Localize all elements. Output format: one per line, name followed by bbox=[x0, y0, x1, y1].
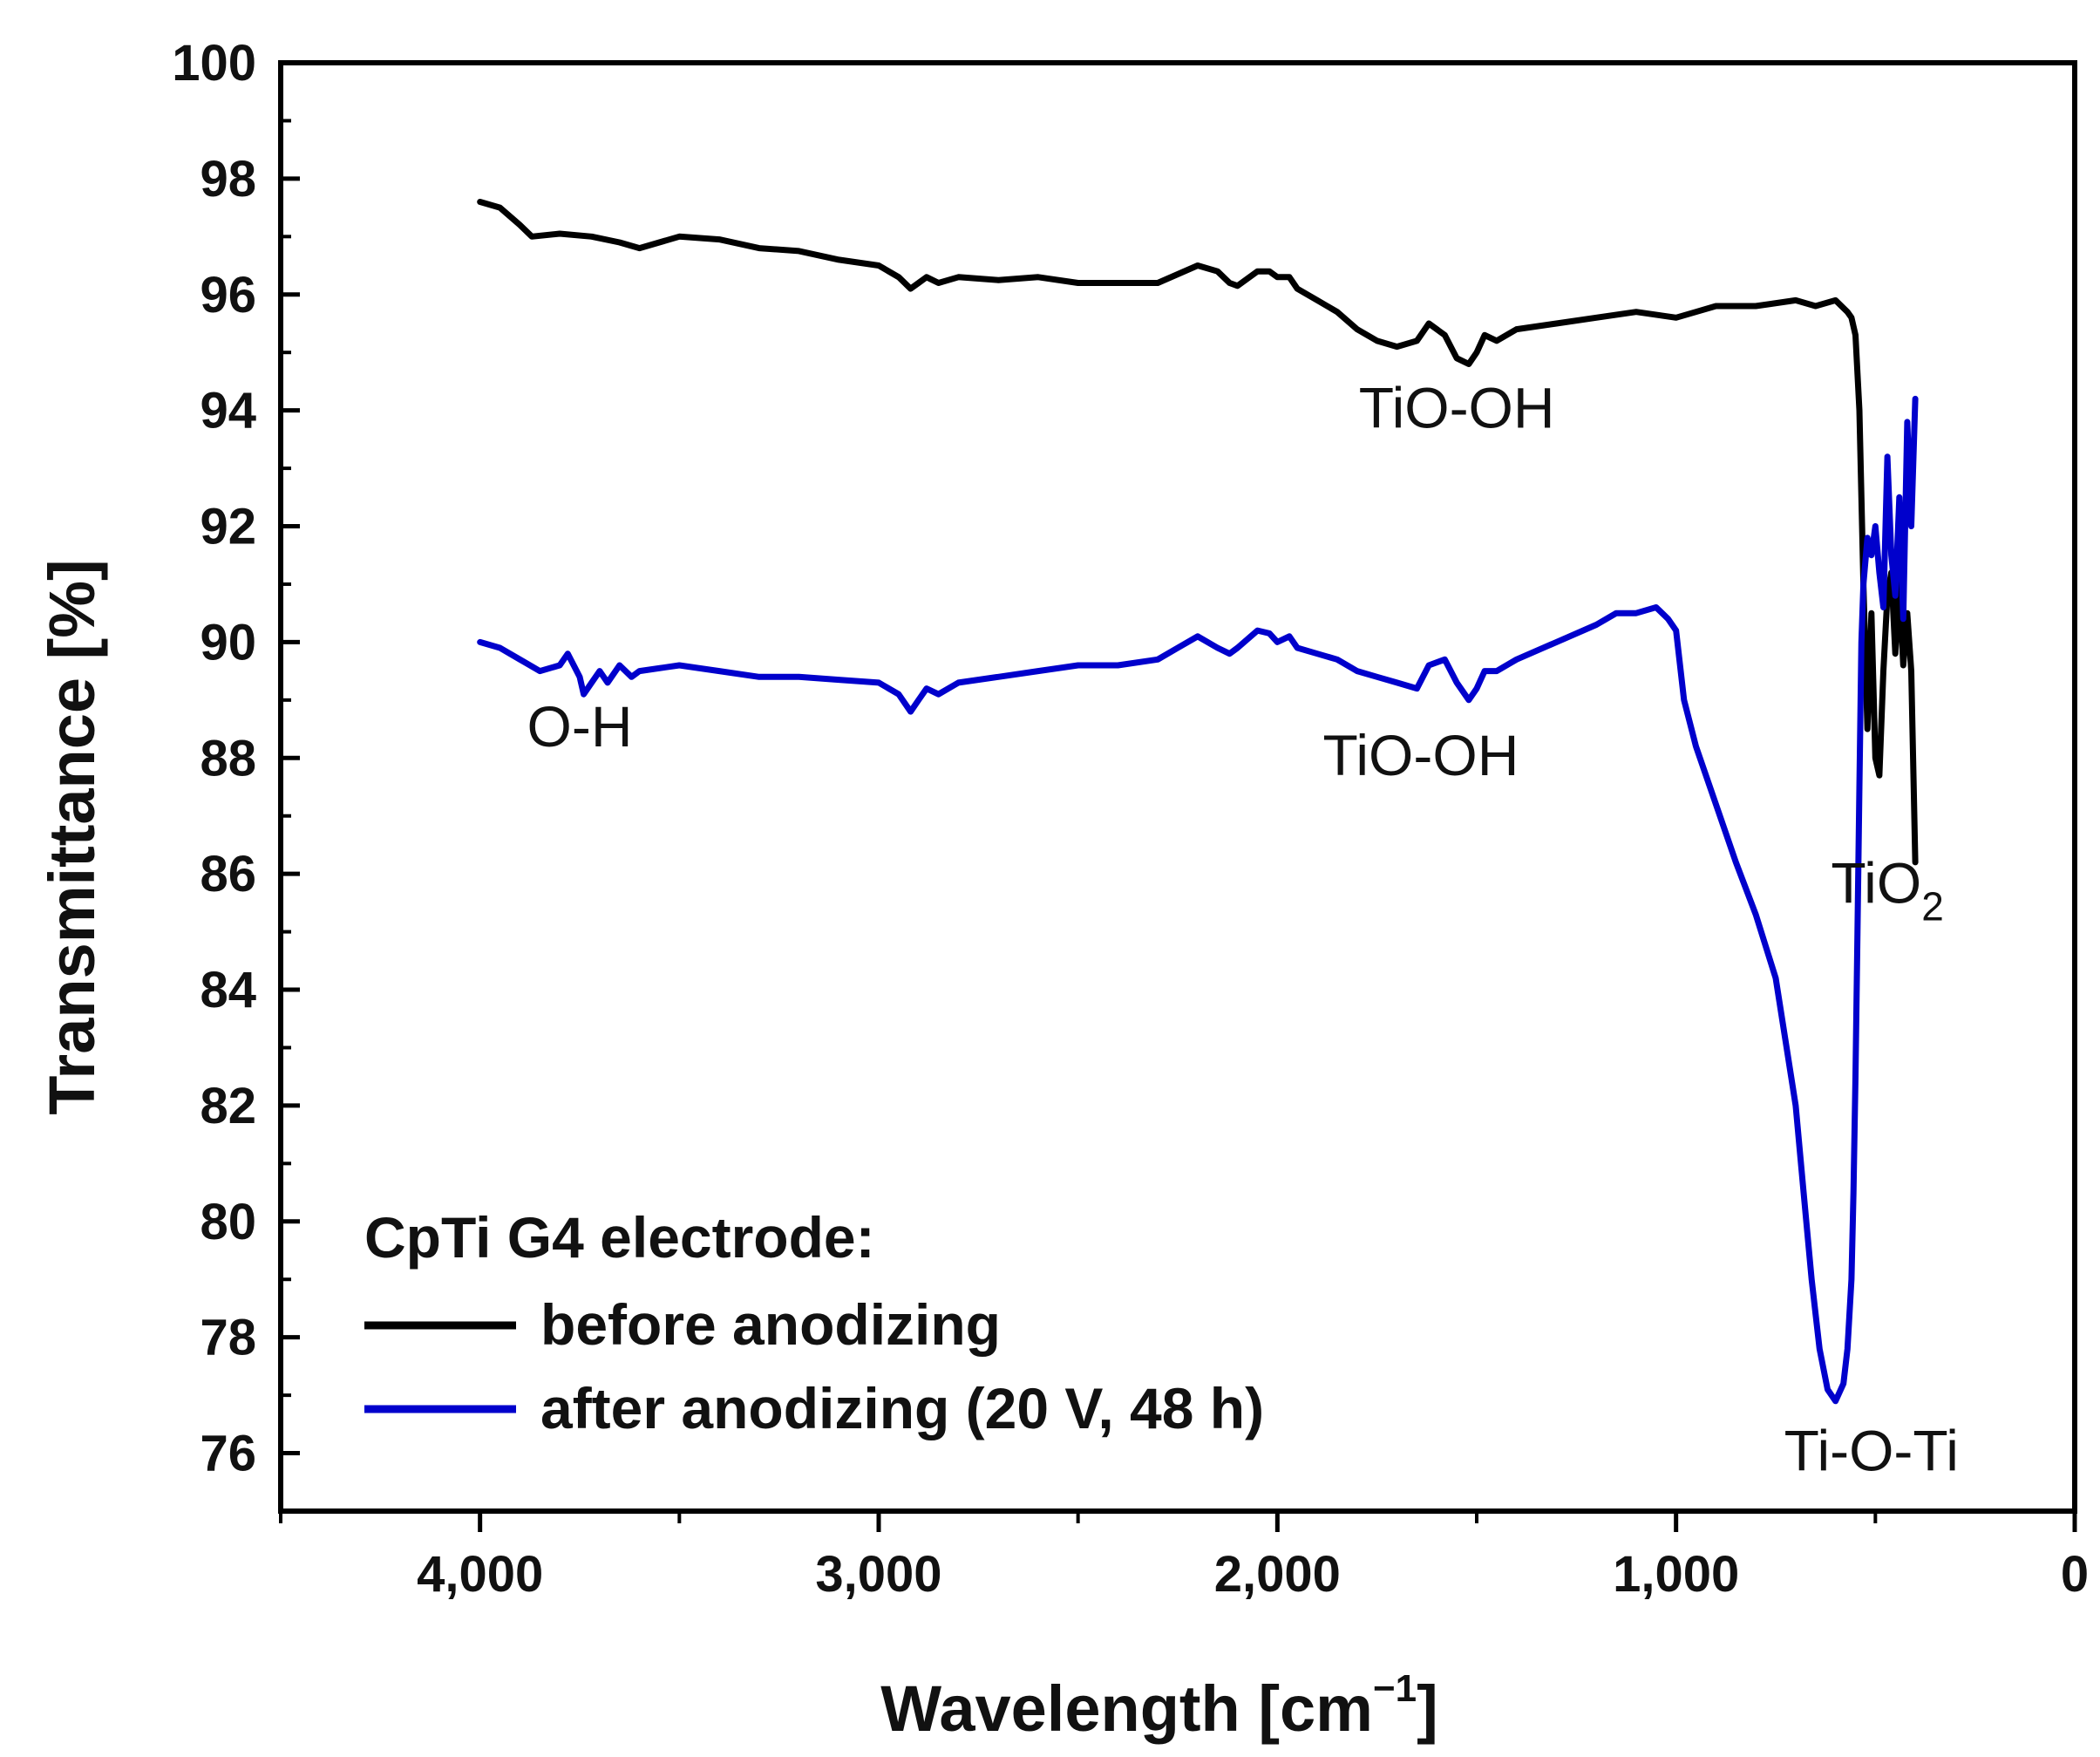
x-axis-title: Wavelength [cm−1] bbox=[880, 1667, 1438, 1745]
annotation-tio2: TiO2 bbox=[1831, 850, 1943, 929]
y-tick-label: 80 bbox=[200, 1194, 256, 1250]
y-tick-label: 88 bbox=[200, 730, 256, 787]
annotation-label: TiO-OH bbox=[1323, 723, 1519, 787]
x-tick-label: 1,000 bbox=[1613, 1546, 1739, 1603]
y-tick-label: 98 bbox=[200, 151, 256, 208]
x-axis-title-end: ] bbox=[1417, 1672, 1438, 1745]
x-axis-title-sup: −1 bbox=[1373, 1667, 1417, 1710]
legend-label-after: after anodizing (20 V, 48 h) bbox=[540, 1376, 1264, 1440]
x-tick-label: 2,000 bbox=[1214, 1546, 1341, 1603]
y-tick-label: 78 bbox=[200, 1310, 256, 1366]
x-axis-title-main: Wavelength [cm bbox=[880, 1672, 1373, 1745]
x-tick-label: 3,000 bbox=[815, 1546, 941, 1603]
legend-title: CpTi G4 electrode: bbox=[364, 1205, 875, 1270]
x-tick-label: 4,000 bbox=[417, 1546, 543, 1603]
y-tick-label: 82 bbox=[200, 1078, 256, 1134]
y-tick-label: 96 bbox=[200, 267, 256, 323]
y-tick-label: 90 bbox=[200, 614, 256, 671]
y-axis-title: Transmittance [%] bbox=[36, 559, 108, 1114]
series-after-anodizing-line bbox=[477, 395, 1919, 1405]
y-tick-label: 86 bbox=[200, 846, 256, 902]
y-tick-label: 76 bbox=[200, 1426, 256, 1482]
x-tick-label: 0 bbox=[2061, 1546, 2089, 1603]
annotation-label: Ti-O-Ti bbox=[1784, 1418, 1959, 1482]
annotation-tio2-sub: 2 bbox=[1921, 883, 1944, 929]
y-tick-label: 84 bbox=[200, 962, 256, 1018]
y-tick-label: 100 bbox=[172, 35, 256, 92]
annotation-label: TiO-OH bbox=[1359, 376, 1555, 440]
legend: CpTi G4 electrode: before anodizing afte… bbox=[364, 1205, 1264, 1440]
annotation-label: O-H bbox=[527, 694, 633, 759]
y-tick-label: 94 bbox=[200, 383, 256, 439]
y-tick-label: 92 bbox=[200, 499, 256, 555]
annotation-tio2-main: TiO bbox=[1831, 850, 1921, 915]
plot-frame bbox=[278, 60, 2077, 1514]
legend-label-before: before anodizing bbox=[540, 1292, 1001, 1357]
